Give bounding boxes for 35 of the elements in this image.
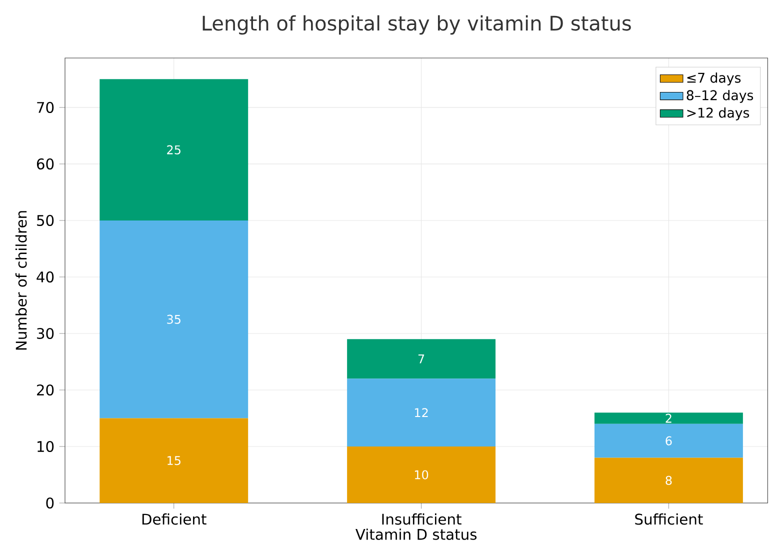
legend-label: 8–12 days	[686, 90, 754, 103]
data-label: 12	[414, 408, 428, 418]
bar	[100, 418, 248, 503]
legend-label: >12 days	[687, 107, 750, 120]
bar	[594, 412, 743, 424]
x-tick-label: Insufficient	[382, 513, 462, 525]
data-label: 25	[167, 145, 180, 154]
data-label: 10	[414, 470, 428, 480]
y-tick-label: 50	[37, 214, 54, 226]
bar	[347, 378, 496, 446]
data-label: 15	[168, 456, 180, 466]
x-tick-label: Sufficient	[635, 513, 703, 525]
x-axis-title: Vitamin D status	[356, 528, 477, 540]
data-label: 2	[666, 414, 672, 423]
y-tick-label: 0	[46, 497, 54, 509]
data-label: 7	[418, 354, 424, 364]
y-axis-title: Number of children	[15, 211, 27, 350]
legend-label: ≤7 days	[687, 72, 741, 86]
data-label: 8	[666, 476, 672, 485]
y-tick-label: 60	[36, 158, 54, 170]
bar	[100, 79, 248, 220]
bar	[594, 458, 743, 503]
bar	[100, 220, 248, 418]
y-tick-label: 20	[37, 384, 54, 396]
bar	[594, 424, 743, 458]
y-tick-label: 30	[37, 328, 54, 340]
data-label: 35	[167, 314, 180, 324]
bar	[347, 339, 496, 379]
bar	[347, 446, 496, 503]
chart-title: Length of hospital stay by vitamin D status	[202, 15, 631, 35]
data-label: 6	[666, 436, 672, 446]
y-tick-label: 10	[38, 440, 54, 452]
y-tick-label: 70	[37, 102, 54, 113]
y-tick-label: 40	[36, 271, 54, 283]
x-tick-label: Deficient	[142, 513, 206, 525]
